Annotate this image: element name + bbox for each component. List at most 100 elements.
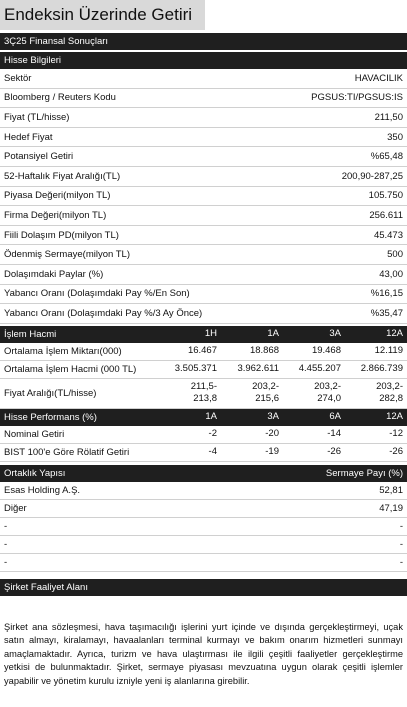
- table-row: Nominal Getiri -2 -20 -14 -12: [0, 426, 407, 444]
- row-label: Fiyat (TL/hisse): [4, 111, 70, 123]
- table-row: Diğer 47,19: [0, 500, 407, 518]
- table-header: İşlem Hacmi 1H 1A 3A 12A: [0, 325, 407, 343]
- cell-value: -19: [265, 446, 279, 458]
- row-label: Fiili Dolaşım PD(milyon TL): [4, 229, 119, 241]
- header-cell: 1A: [205, 411, 217, 423]
- cell-value: -26: [389, 446, 403, 458]
- row-label: Dolaşımdaki Paylar (%): [4, 268, 104, 280]
- row-value: 200,90-287,25: [341, 170, 403, 182]
- header-cell: 1A: [267, 328, 279, 340]
- cell-value: -14: [327, 428, 341, 440]
- activity-text: Şirket ana sözleşmesi, hava taşımacılığı…: [4, 621, 403, 686]
- info-row: Yabancı Oranı (Dolaşımdaki Pay %/En Son)…: [0, 285, 407, 305]
- info-row: Ödenmiş Sermaye(milyon TL) 500: [0, 245, 407, 265]
- row-label: Yabancı Oranı (Dolaşımdaki Pay %/3 Ay Ön…: [4, 307, 203, 319]
- row-value: 211,50: [374, 111, 403, 123]
- row-label: Bloomberg / Reuters Kodu: [4, 92, 116, 104]
- cell-value: 2.866.739: [360, 363, 403, 375]
- cell-value: -: [399, 538, 403, 550]
- table-row: --: [0, 554, 407, 572]
- row-label: -: [4, 556, 8, 568]
- header-cell: 12A: [386, 328, 403, 340]
- row-label: Hedef Fiyat: [4, 131, 53, 143]
- table-row: --: [0, 518, 407, 536]
- row-value: %35,47: [370, 307, 403, 319]
- info-row: Dolaşımdaki Paylar (%) 43,00: [0, 265, 407, 285]
- row-label: Nominal Getiri: [4, 428, 65, 440]
- info-row: Piyasa Değeri(milyon TL) 105.750: [0, 187, 407, 207]
- info-row: Fiili Dolaşım PD(milyon TL) 45.473: [0, 226, 407, 246]
- row-label: Diğer: [4, 502, 27, 514]
- row-label: Ortalama İşlem Miktarı(000): [4, 345, 122, 357]
- cell-value: -12: [389, 428, 403, 440]
- cell-value: 211,5- 213,8: [190, 381, 217, 405]
- cell-value: 203,2- 215,6: [252, 381, 279, 405]
- cell-value: 12.119: [374, 345, 403, 357]
- cell-value: 203,2- 282,8: [376, 381, 403, 405]
- header-cell: İşlem Hacmi: [4, 328, 57, 340]
- cell-value: -2: [208, 428, 217, 440]
- row-label: Piyasa Değeri(milyon TL): [4, 190, 111, 202]
- row-label: Sektör: [4, 72, 32, 84]
- header-cell: 1H: [204, 328, 217, 340]
- header-cell: Sermaye Payı (%): [325, 467, 403, 479]
- info-row: Bloomberg / Reuters Kodu PGSUS:TI/PGSUS:I…: [0, 89, 407, 109]
- title: Endeksin Üzerinde Getiri: [0, 0, 205, 30]
- header-cell: Hisse Performans (%): [4, 411, 97, 423]
- row-value: 45.473: [373, 229, 403, 241]
- row-label: Potansiyel Getiri: [4, 151, 74, 163]
- cell-value: -: [399, 520, 403, 532]
- info-row: 52-Haftalık Fiyat Aralığı(TL) 200,90-287,…: [0, 167, 407, 187]
- table-row: Ortalama İşlem Hacmi (000 TL) 3.505.371 3.…: [0, 361, 407, 379]
- section-bar: 3Ç25 Finansal Sonuçları: [0, 33, 407, 50]
- row-value: 105.750: [368, 190, 403, 202]
- table-row: BIST 100'e Göre Rölatif Getiri -4 -19 -26 -2…: [0, 444, 407, 462]
- table-header: Ortaklık Yapısı Sermaye Payı (%): [0, 464, 407, 482]
- row-label: Ortalama İşlem Hacmi (000 TL): [4, 363, 137, 375]
- row-label: Fiyat Aralığı(TL/hisse): [4, 387, 97, 399]
- cell-value: 19.468: [311, 345, 341, 357]
- header-cell: Ortaklık Yapısı: [4, 467, 66, 479]
- row-label: 52-Haftalık Fiyat Aralığı(TL): [4, 170, 121, 182]
- table-row: Ortalama İşlem Miktarı(000) 16.467 18.868 1…: [0, 343, 407, 361]
- header-cell: 12A: [386, 411, 403, 423]
- cell-value: 47,19: [379, 502, 403, 514]
- section-header: Hisse Bilgileri: [0, 52, 407, 69]
- table-row: Fiyat Aralığı(TL/hisse) 211,5- 213,8 203,2…: [0, 379, 407, 409]
- info-row: Yabancı Oranı (Dolaşımdaki Pay %/3 Ay Ön…: [0, 304, 407, 324]
- row-value: %65,48: [370, 151, 403, 163]
- info-row: Firma Değeri(milyon TL) 256.611: [0, 206, 407, 226]
- row-value: %16,15: [370, 288, 403, 300]
- info-row: Sektör HAVACILIK: [0, 69, 407, 89]
- row-label: Ödenmiş Sermaye(milyon TL): [4, 249, 131, 261]
- info-row: Fiyat (TL/hisse) 211,50: [0, 108, 407, 128]
- cell-value: 52,81: [379, 484, 403, 496]
- header-cell: 3A: [267, 411, 279, 423]
- header-cell: 6A: [329, 411, 341, 423]
- cell-value: -: [399, 556, 403, 568]
- cell-value: 4.455.207: [298, 363, 341, 375]
- info-row: Potansiyel Getiri %65,48: [0, 147, 407, 167]
- cell-value: -26: [327, 446, 341, 458]
- row-value: 43,00: [379, 268, 403, 280]
- spacer: [0, 572, 407, 579]
- row-value: 500: [387, 249, 403, 261]
- row-label: Firma Değeri(milyon TL): [4, 209, 107, 221]
- row-value: 350: [387, 131, 403, 143]
- cell-value: 203,2- 274,0: [314, 381, 341, 405]
- row-label: -: [4, 520, 8, 532]
- info-row: Hedef Fiyat 350: [0, 128, 407, 148]
- cell-value: 3.505.371: [174, 363, 217, 375]
- row-label: Yabancı Oranı (Dolaşımdaki Pay %/En Son): [4, 288, 190, 300]
- table-header: Hisse Performans (%) 1A 3A 6A 12A: [0, 408, 407, 426]
- row-label: BIST 100'e Göre Rölatif Getiri: [4, 446, 130, 458]
- section-header: Şirket Faaliyet Alanı: [0, 578, 407, 596]
- cell-value: -4: [208, 446, 217, 458]
- table-row: Esas Holding A.Ş. 52,81: [0, 482, 407, 500]
- row-label: -: [4, 538, 8, 550]
- row-label: Esas Holding A.Ş.: [4, 484, 81, 496]
- cell-value: 18.868: [249, 345, 279, 357]
- cell-value: 16.467: [187, 345, 217, 357]
- row-value: PGSUS:TI/PGSUS:IS: [311, 92, 403, 104]
